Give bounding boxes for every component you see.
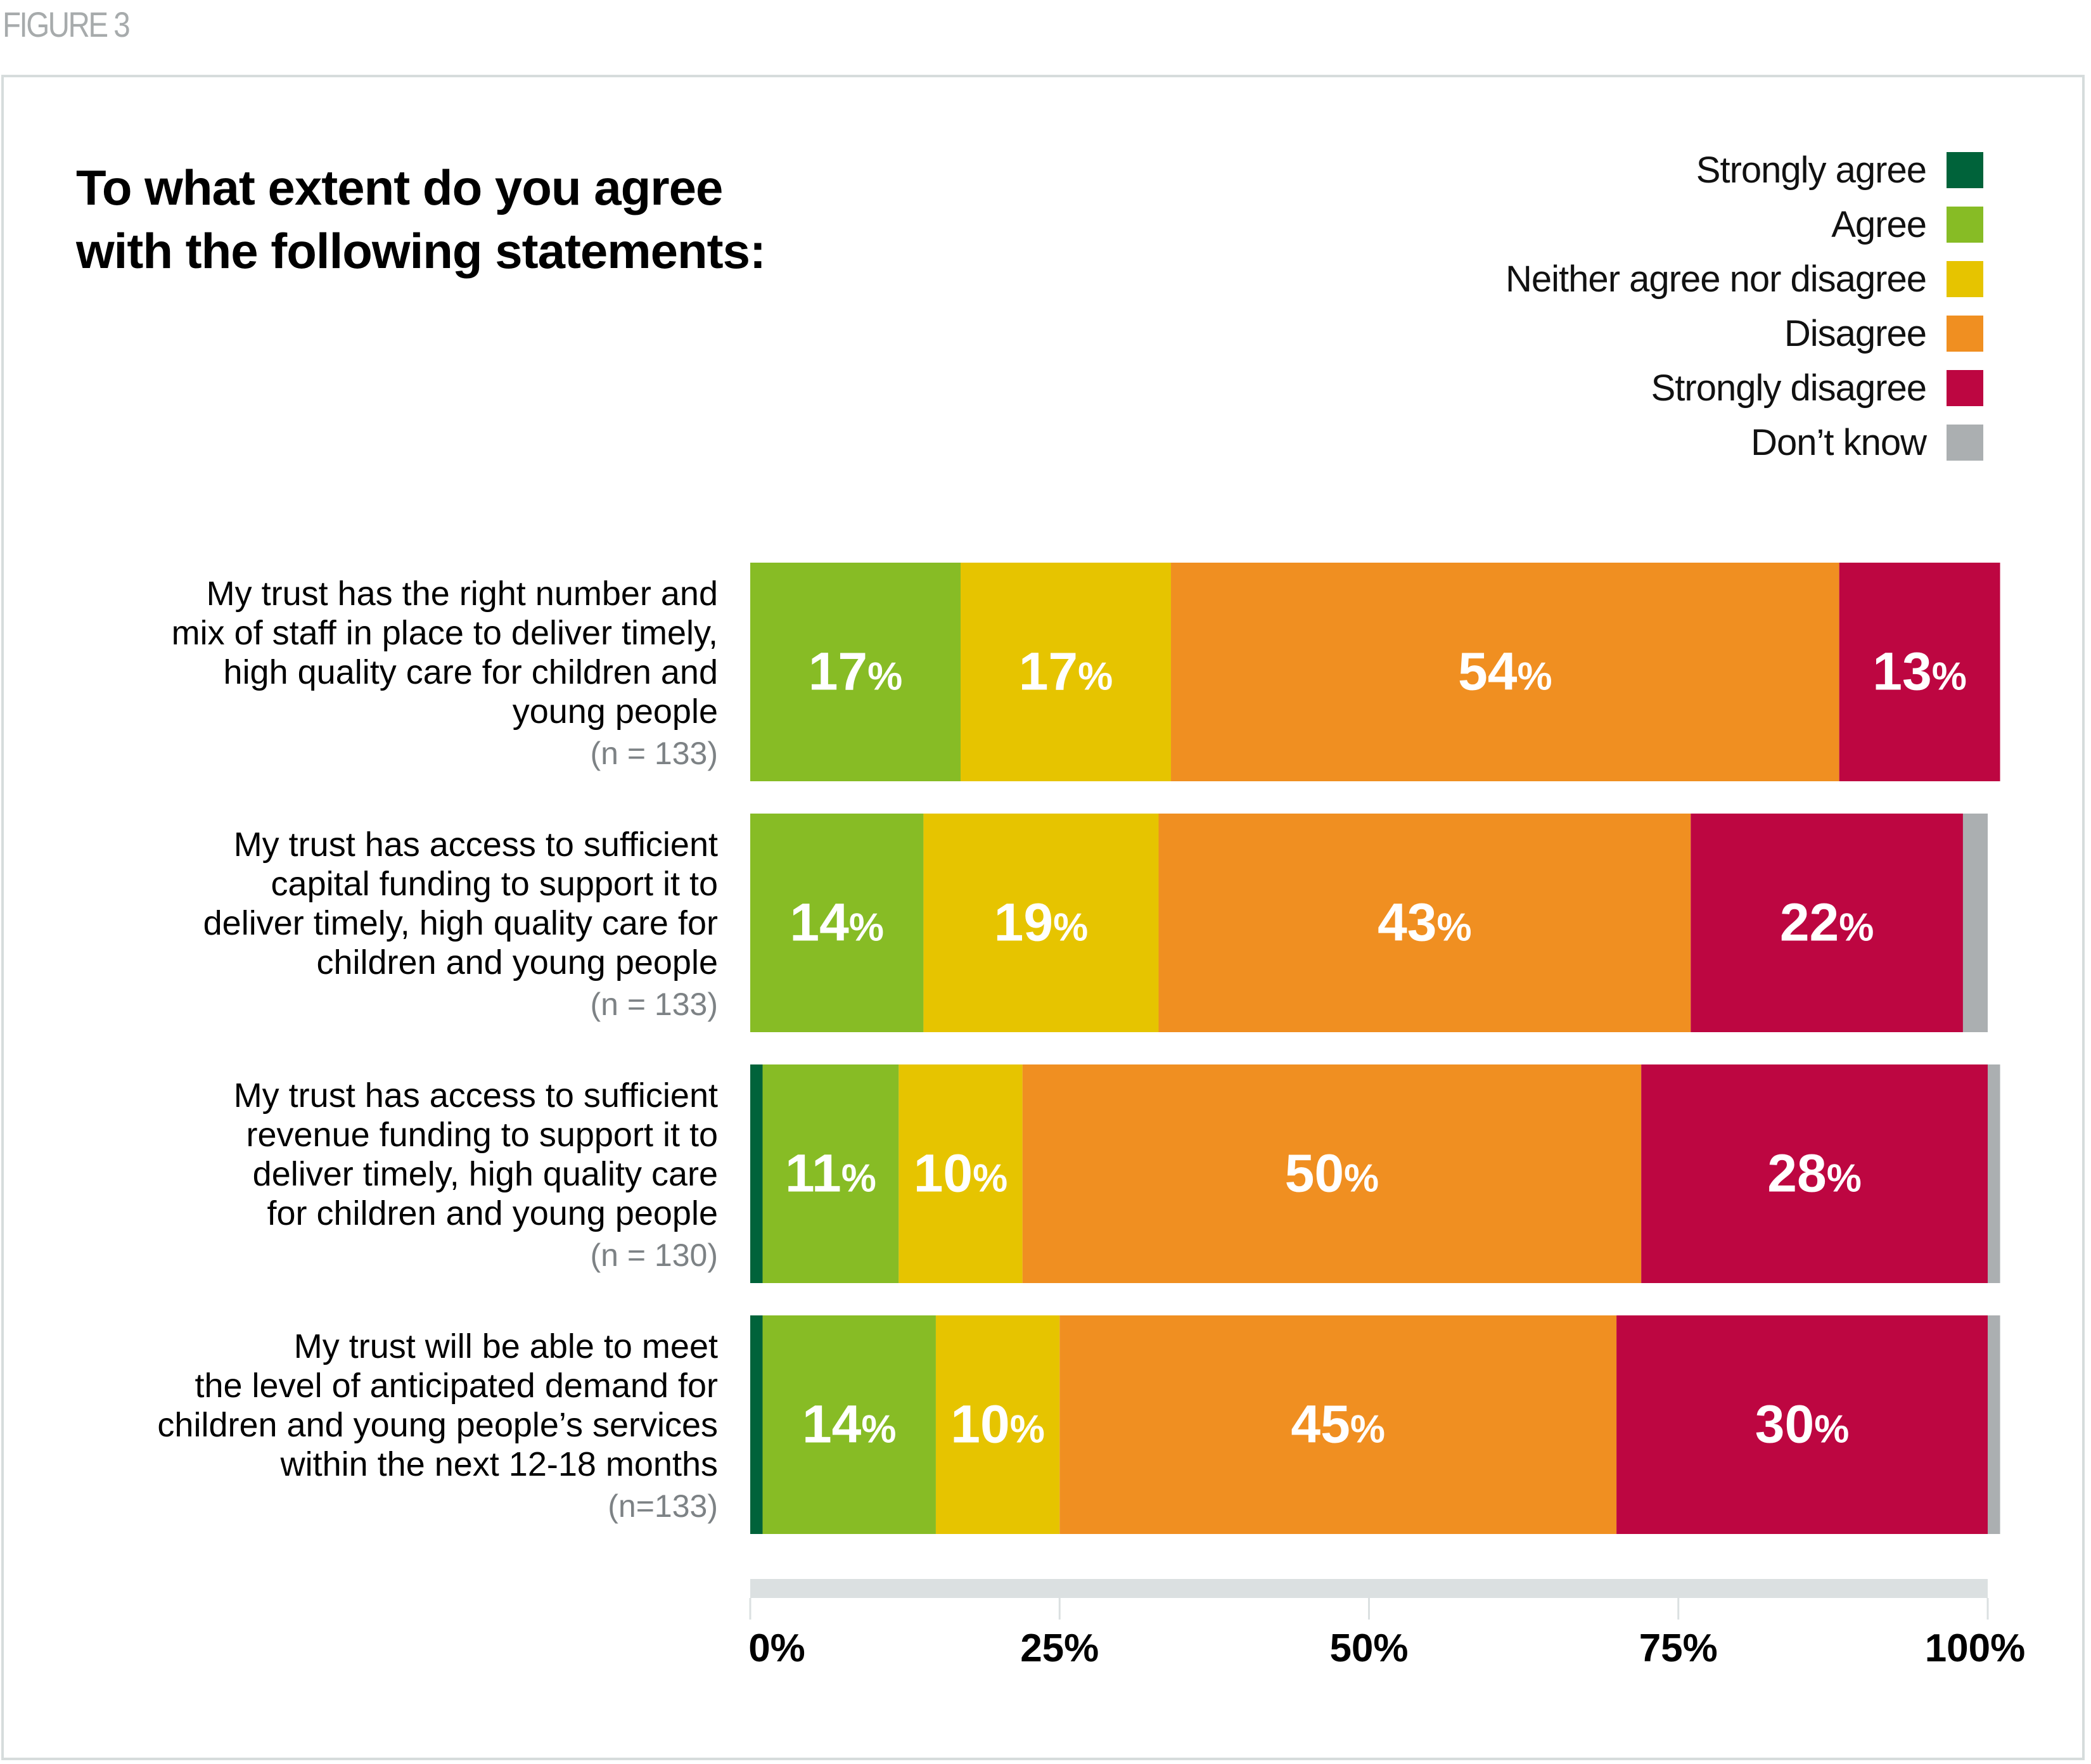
- bar-value-label: 19%: [994, 893, 1089, 952]
- row-label-staffing: My trust has the right number and mix of…: [21, 574, 718, 773]
- legend-item-agree: Agree: [1506, 197, 1983, 252]
- chart-title-line-1: To what extent do you agree: [76, 160, 723, 215]
- legend-item-dont-know: Don’t know: [1506, 415, 1983, 470]
- row-label-line: young people: [512, 693, 718, 731]
- bar-value-label: 54%: [1458, 642, 1552, 701]
- bar-value-label: 14%: [802, 1395, 897, 1454]
- bar-segment-agree: [762, 1315, 936, 1534]
- row-label-anticipated-demand: My trust will be able to meet the level …: [21, 1327, 718, 1526]
- row-label-line: high quality care for children and: [223, 653, 718, 691]
- bar-segment-strongly-disagree: [1641, 1064, 1988, 1283]
- bar-segment-strongly-disagree: [1616, 1315, 1988, 1534]
- bar-value-label: 17%: [809, 642, 903, 701]
- row-label-line: mix of staff in place to deliver timely,: [171, 614, 718, 652]
- bar-segment-don-t-know: [1988, 1315, 2000, 1534]
- row-label-line: capital funding to support it to: [271, 865, 718, 903]
- legend-label: Neither agree nor disagree: [1506, 258, 1927, 300]
- bar-segment-disagree: [1059, 1315, 1617, 1534]
- row-label-line: My trust has the right number and: [206, 575, 718, 613]
- row-label-line: revenue funding to support it to: [246, 1116, 718, 1154]
- bar-value-label: 17%: [1019, 642, 1113, 701]
- x-axis-band: [750, 1579, 1988, 1598]
- bar-segment-neither-agree-nor-disagree: [898, 1064, 1023, 1283]
- bar-value-label: 13%: [1872, 642, 1967, 701]
- bar-segment-neither-agree-nor-disagree: [923, 814, 1159, 1032]
- legend-label: Strongly disagree: [1651, 367, 1927, 409]
- legend-label: Disagree: [1784, 312, 1927, 354]
- bar-segment-strongly-agree: [750, 1064, 763, 1283]
- bar-segment-neither-agree-nor-disagree: [935, 1315, 1060, 1534]
- legend-item-strongly-disagree: Strongly disagree: [1506, 361, 1983, 415]
- bar-segment-agree: [762, 1064, 899, 1283]
- legend: Strongly agree Agree Neither agree nor d…: [1506, 143, 1983, 470]
- legend-item-disagree: Disagree: [1506, 306, 1983, 361]
- bar-segment-disagree: [1158, 814, 1691, 1032]
- row-label-line: My trust will be able to meet: [293, 1327, 718, 1365]
- bar-segment-disagree: [1171, 563, 1839, 781]
- legend-swatch-icon: [1947, 424, 1983, 461]
- row-label-line: the level of anticipated demand for: [195, 1367, 718, 1405]
- legend-item-neither: Neither agree nor disagree: [1506, 252, 1983, 306]
- legend-label: Agree: [1831, 203, 1927, 245]
- bar-segment-don-t-know: [1962, 814, 1988, 1032]
- x-axis-tick-label: 100%: [1925, 1627, 2026, 1670]
- bar-segment-agree: [750, 814, 924, 1032]
- bar-value-label: 14%: [790, 893, 884, 952]
- row-label-capital-funding: My trust has access to sufficient capita…: [21, 825, 718, 1024]
- x-axis-tick-label: 75%: [1639, 1627, 1718, 1670]
- row-label-line: deliver timely, high quality care: [252, 1155, 718, 1193]
- bar-segment-agree: [750, 563, 961, 781]
- row-label-line: deliver timely, high quality care for: [203, 904, 718, 942]
- legend-swatch-icon: [1947, 315, 1983, 352]
- row-sample-size: (n=133): [608, 1488, 718, 1524]
- figure-label: FIGURE 3: [3, 4, 131, 44]
- bar-segment-strongly-disagree: [1839, 563, 2000, 781]
- row-label-line: for children and young people: [267, 1194, 718, 1232]
- bar-value-label: 43%: [1378, 893, 1472, 952]
- bar-segment-neither-agree-nor-disagree: [961, 563, 1172, 781]
- row-label-line: My trust has access to sufficient: [233, 826, 718, 864]
- row-label-line: My trust has access to sufficient: [233, 1077, 718, 1115]
- bar-segment-strongly-agree: [750, 1315, 763, 1534]
- x-axis-tick-label: 50%: [1329, 1627, 1408, 1670]
- legend-label: Don’t know: [1751, 421, 1927, 463]
- bar-segment-disagree: [1022, 1064, 1642, 1283]
- row-sample-size: (n = 133): [590, 736, 718, 771]
- chart-title-line-2: with the following statements:: [76, 223, 766, 279]
- bar-segment-strongly-disagree: [1691, 814, 1963, 1032]
- row-label-line: children and young people: [316, 943, 719, 981]
- bar-value-label: 50%: [1285, 1144, 1379, 1203]
- bar-value-label: 10%: [950, 1395, 1045, 1454]
- row-sample-size: (n = 130): [590, 1237, 718, 1273]
- legend-swatch-icon: [1947, 206, 1983, 243]
- bar-segment-don-t-know: [1988, 1064, 2000, 1283]
- x-axis-tick-label: 0%: [748, 1627, 805, 1670]
- row-sample-size: (n = 133): [590, 987, 718, 1022]
- legend-label: Strongly agree: [1696, 149, 1927, 191]
- bar-value-label: 11%: [785, 1144, 876, 1203]
- figure-frame: [1, 75, 2085, 1760]
- row-label-line: within the next 12-18 months: [280, 1445, 718, 1483]
- legend-swatch-icon: [1947, 369, 1983, 406]
- legend-swatch-icon: [1947, 151, 1983, 188]
- legend-swatch-icon: [1947, 260, 1983, 297]
- bar-value-label: 30%: [1755, 1395, 1850, 1454]
- bar-value-label: 10%: [914, 1144, 1008, 1203]
- legend-item-strongly-agree: Strongly agree: [1506, 143, 1983, 197]
- row-label-revenue-funding: My trust has access to sufficient revenu…: [21, 1076, 718, 1275]
- bar-value-label: 28%: [1767, 1144, 1862, 1203]
- bar-value-label: 45%: [1291, 1395, 1385, 1454]
- x-axis-tick-label: 25%: [1020, 1627, 1099, 1670]
- row-label-line: children and young people’s services: [157, 1406, 718, 1444]
- chart-title: To what extent do you agree with the fol…: [76, 156, 766, 283]
- bar-value-label: 22%: [1780, 893, 1874, 952]
